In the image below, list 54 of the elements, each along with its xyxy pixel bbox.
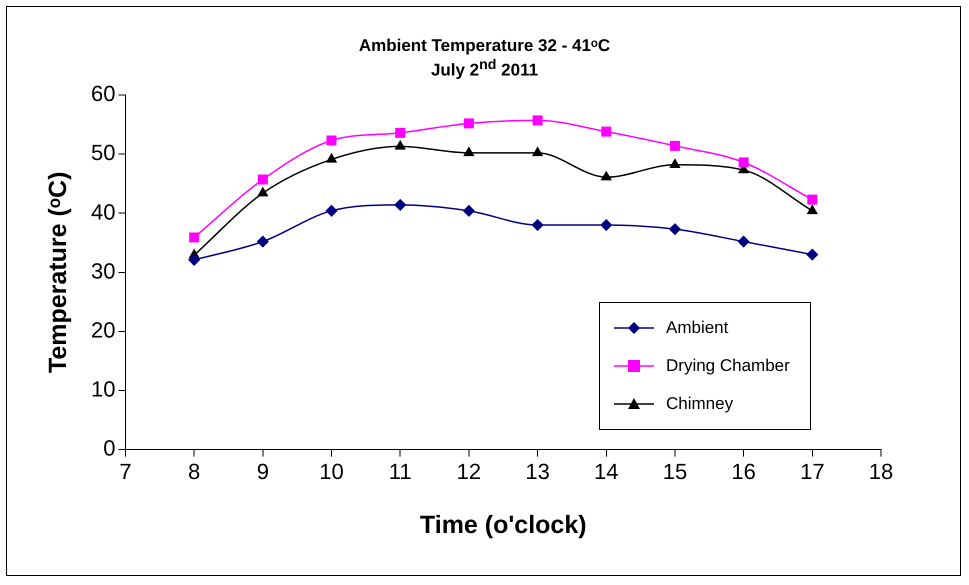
point <box>188 254 200 266</box>
y-tick-label: 10 <box>90 376 116 402</box>
point <box>258 174 268 185</box>
point <box>600 219 612 231</box>
chart-subtitle: July 2$^{nd}$ 2011 <box>430 57 540 81</box>
y-tick-label: 20 <box>90 317 116 342</box>
point <box>807 194 818 205</box>
point <box>395 128 406 138</box>
y-tick-label: 30 <box>90 258 116 284</box>
point <box>464 147 474 156</box>
point <box>670 158 680 168</box>
x-tick-label: 12 <box>456 458 482 484</box>
point <box>738 157 749 168</box>
chart-title: Ambient Temperature 32 - 41ᵒC <box>358 36 612 56</box>
point <box>258 187 268 196</box>
point <box>738 236 750 248</box>
y-tick-label: 50 <box>90 140 116 166</box>
point <box>807 205 818 214</box>
y-tick-label: 40 <box>90 199 116 224</box>
point <box>395 140 406 150</box>
point <box>257 236 269 248</box>
legend-label: Drying Chamber <box>666 356 790 376</box>
point <box>463 205 475 217</box>
point <box>532 115 543 126</box>
y-tick-label: 0 <box>103 436 116 461</box>
point <box>189 232 200 242</box>
x-tick-label: 16 <box>731 458 756 484</box>
point <box>532 147 543 156</box>
x-tick-label: 18 <box>868 458 894 484</box>
point <box>532 219 544 231</box>
point <box>669 223 681 235</box>
x-tick-label: 15 <box>662 458 688 484</box>
x-tick-label: 14 <box>594 458 619 484</box>
y-tick-label: 60 <box>90 81 116 106</box>
point <box>670 140 680 151</box>
point <box>806 248 818 260</box>
x-tick-label: 13 <box>525 458 550 484</box>
point <box>464 118 474 128</box>
x-tick-label: 11 <box>388 458 412 484</box>
point <box>326 136 337 146</box>
y-axis-title: Temperature (ᵒC) <box>44 172 72 374</box>
point <box>601 126 612 137</box>
point <box>394 199 406 211</box>
x-tick-label: 8 <box>188 458 200 484</box>
x-tick-label: 10 <box>319 458 344 484</box>
x-tick-label: 17 <box>800 458 825 484</box>
point <box>326 154 337 163</box>
x-axis-title: Time (o'clock) <box>420 510 587 539</box>
legend-label: Ambient <box>666 318 728 338</box>
legend-label: Chimney <box>666 394 734 414</box>
point <box>601 171 612 180</box>
x-tick-label: 7 <box>119 458 132 484</box>
x-tick-label: 9 <box>256 458 269 484</box>
point <box>326 205 338 217</box>
